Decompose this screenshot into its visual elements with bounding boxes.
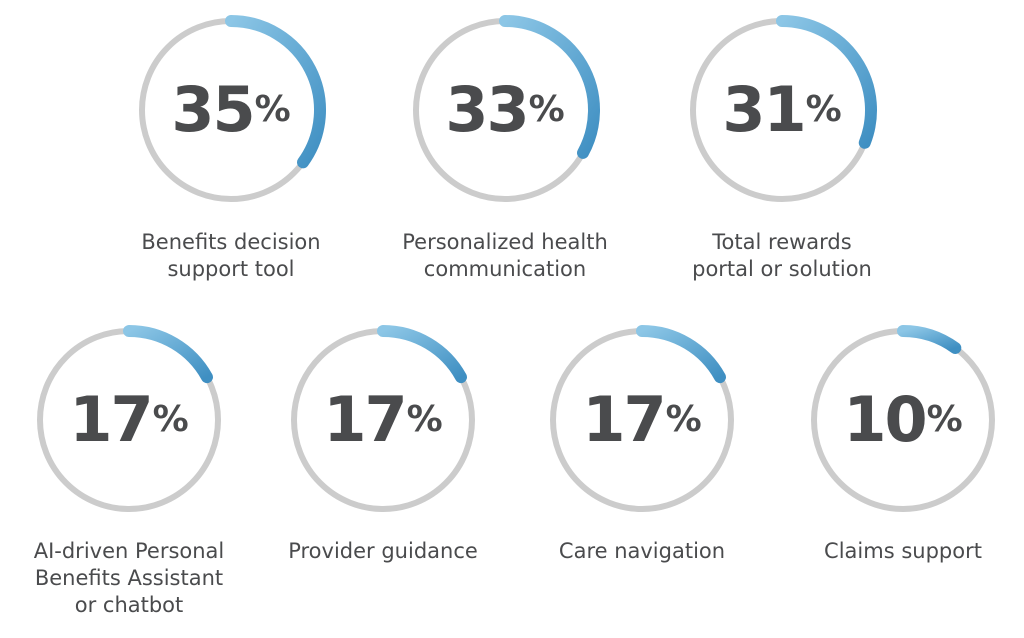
ring-label-7: Claims support (824, 539, 982, 563)
ring-arc-3 (776, 15, 877, 149)
ring-value-3: 31% (722, 73, 842, 146)
ring-item-2: 33% (410, 15, 600, 205)
ring-value-7: 10% (843, 383, 963, 456)
ring-arc-6 (636, 325, 726, 384)
ring-label-4: AI-driven Personal Benefits Assistant or… (33, 539, 225, 617)
ring-arc-2 (499, 15, 600, 159)
ring-gauge-4 (37, 325, 221, 512)
ring-arc-5 (377, 325, 467, 384)
ring-label-3: Total rewards portal or solution (692, 230, 872, 281)
ring-gauge-3 (690, 15, 877, 202)
ring-gauge-5 (291, 325, 475, 512)
ring-label-1: Benefits decision support tool (141, 230, 321, 281)
ring-gauge-2 (413, 15, 600, 202)
ring-label-2: Personalized health communication (402, 230, 608, 281)
ring-value-2: 33% (445, 73, 565, 146)
ring-item-1: 35% (136, 15, 326, 205)
ring-arc-7 (897, 325, 962, 354)
ring-item-7: 10% (808, 325, 998, 515)
ring-gauge-7 (811, 325, 995, 512)
ring-arc-4 (123, 325, 213, 384)
ring-label-6: Care navigation (558, 539, 726, 563)
ring-label-5: Provider guidance (288, 539, 478, 563)
ring-value-5: 17% (323, 383, 443, 456)
ring-gauge-1 (139, 15, 326, 202)
ring-gauge-6 (550, 325, 734, 512)
ring-item-4: 17% (34, 325, 224, 515)
ring-value-4: 17% (69, 383, 189, 456)
ring-value-6: 17% (582, 383, 702, 456)
ring-arc-1 (225, 15, 326, 169)
ring-item-3: 31% (687, 15, 877, 205)
ring-item-5: 17% (288, 325, 478, 515)
ring-value-1: 35% (171, 73, 291, 146)
ring-item-6: 17% (547, 325, 737, 515)
